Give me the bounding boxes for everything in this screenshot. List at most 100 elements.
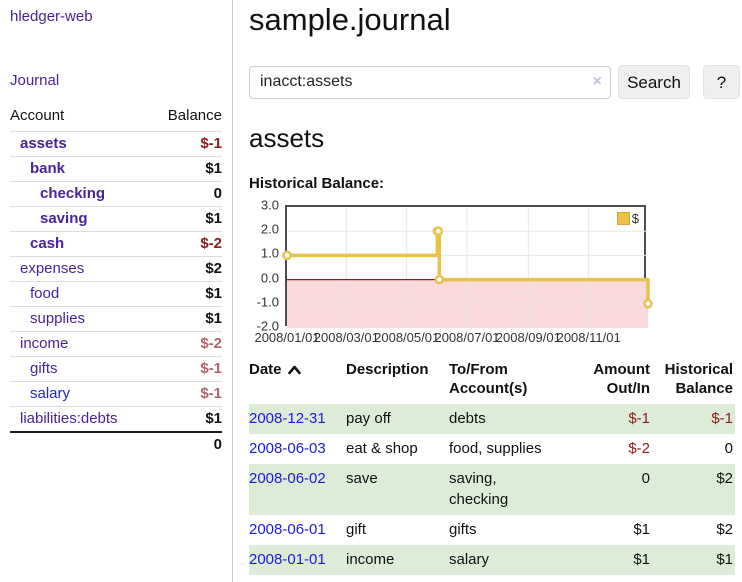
account-row: income $-2 bbox=[10, 331, 222, 357]
transaction-accounts: salary bbox=[449, 551, 490, 568]
account-row: liabilities:debts $1 bbox=[10, 406, 222, 432]
register-table: Date Description To/From Account(s) Amou… bbox=[249, 358, 735, 575]
account-row: saving $1 bbox=[10, 206, 222, 232]
account-link-salary[interactable]: salary bbox=[30, 385, 71, 402]
account-link-liabilities-debts[interactable]: liabilities:debts bbox=[20, 410, 118, 427]
accounts-total-row: 0 bbox=[10, 431, 222, 457]
transaction-accounts: saving, checking bbox=[449, 470, 509, 508]
sort-asc-icon bbox=[287, 365, 301, 375]
account-balance: $-2 bbox=[150, 231, 222, 257]
account-row: food $1 bbox=[10, 281, 222, 307]
account-link-assets[interactable]: assets bbox=[20, 135, 67, 152]
transaction-description: pay off bbox=[346, 410, 391, 427]
accounts-table: Account Balance assets $-1 bank $1 check… bbox=[10, 107, 222, 457]
transaction-accounts: gifts bbox=[449, 521, 477, 538]
transaction-date-link[interactable]: 2008-01-01 bbox=[249, 551, 326, 568]
main-content: sample.journal × Search ? assets Histori… bbox=[233, 0, 742, 582]
account-balance: $-1 bbox=[150, 381, 222, 407]
search-bar: × Search ? bbox=[249, 65, 740, 99]
transaction-balance: 0 bbox=[724, 440, 733, 457]
register-row: 2008-06-03 eat & shop food, supplies $-2… bbox=[249, 434, 735, 464]
account-balance: $1 bbox=[150, 206, 222, 232]
transaction-amount: $-2 bbox=[628, 440, 650, 457]
register-header-accounts: To/From Account(s) bbox=[449, 361, 528, 397]
transaction-date-link[interactable]: 2008-06-03 bbox=[249, 440, 326, 457]
register-header-balance: Historical Balance bbox=[664, 361, 733, 397]
transaction-accounts: food, supplies bbox=[449, 440, 542, 457]
transaction-amount: $-1 bbox=[628, 410, 650, 427]
account-balance: $-2 bbox=[150, 331, 222, 357]
account-row: checking 0 bbox=[10, 181, 222, 207]
historical-balance-chart: 3.0 2.0 1.0 0.0 -1.0 -2.0 $ 2008/01/01 2008/03… bbox=[249, 197, 740, 345]
account-row: bank $1 bbox=[10, 156, 222, 182]
account-link-supplies[interactable]: supplies bbox=[30, 310, 86, 327]
account-row: assets $-1 bbox=[10, 131, 222, 157]
sidebar-item-journal[interactable]: Journal bbox=[10, 72, 60, 89]
account-link-expenses[interactable]: expenses bbox=[20, 260, 85, 277]
account-link-checking[interactable]: checking bbox=[40, 185, 106, 202]
register-row: 2008-06-02 save saving, checking 0 $2 bbox=[249, 464, 735, 515]
legend-swatch bbox=[616, 212, 630, 225]
account-link-cash[interactable]: cash bbox=[30, 235, 65, 252]
account-balance: $-1 bbox=[150, 356, 222, 382]
account-link-gifts[interactable]: gifts bbox=[30, 360, 58, 377]
account-row: expenses $2 bbox=[10, 256, 222, 282]
search-button[interactable]: Search bbox=[618, 65, 690, 99]
account-link-income[interactable]: income bbox=[20, 335, 69, 352]
account-balance: 0 bbox=[150, 181, 222, 207]
transaction-date-link[interactable]: 2008-06-01 bbox=[249, 521, 326, 538]
accounts-total: 0 bbox=[150, 431, 222, 457]
account-balance: $1 bbox=[150, 306, 222, 332]
transaction-description: save bbox=[346, 470, 378, 487]
account-row: supplies $1 bbox=[10, 306, 222, 332]
transaction-description: income bbox=[346, 551, 395, 568]
transaction-description: eat & shop bbox=[346, 440, 418, 457]
chart-plot-area: $ bbox=[282, 205, 653, 328]
search-input[interactable] bbox=[249, 65, 611, 99]
chart-x-axis-labels: 2008/01/01 2008/03/01 2008/05/01 2008/07/01… bbox=[254, 330, 621, 345]
account-link-bank[interactable]: bank bbox=[30, 160, 66, 177]
register-row: 2008-01-01 income salary $1 $1 bbox=[249, 545, 735, 575]
account-balance: $1 bbox=[150, 406, 222, 432]
account-row: gifts $-1 bbox=[10, 356, 222, 382]
account-row: salary $-1 bbox=[10, 381, 222, 407]
account-balance: $1 bbox=[150, 156, 222, 182]
account-link-saving[interactable]: saving bbox=[40, 210, 88, 227]
brand-link[interactable]: hledger-web bbox=[10, 8, 93, 25]
accounts-header-account: Account bbox=[10, 107, 65, 124]
transaction-balance: $1 bbox=[716, 551, 733, 568]
accounts-table-header: Account Balance bbox=[10, 107, 222, 132]
account-balance: $2 bbox=[150, 256, 222, 282]
register-header-description: Description bbox=[346, 361, 429, 378]
register-header-date[interactable]: Date bbox=[249, 358, 346, 404]
chart-y-axis-labels: 3.0 2.0 1.0 0.0 -1.0 -2.0 bbox=[256, 197, 279, 334]
account-link-food[interactable]: food bbox=[30, 285, 60, 302]
register-row: 2008-06-01 gift gifts $1 $2 bbox=[249, 515, 735, 545]
legend-label: $ bbox=[631, 211, 639, 226]
sidebar: hledger-web Journal Account Balance asse… bbox=[0, 0, 233, 582]
transaction-amount: 0 bbox=[641, 470, 650, 487]
account-row: cash $-2 bbox=[10, 231, 222, 257]
transaction-date-link[interactable]: 2008-12-31 bbox=[249, 410, 326, 427]
clear-search-icon[interactable]: × bbox=[592, 72, 602, 90]
account-balance: $1 bbox=[150, 281, 222, 307]
transaction-description: gift bbox=[346, 521, 367, 538]
accounts-header-balance: Balance bbox=[167, 107, 222, 124]
chart-legend: $ bbox=[614, 210, 641, 227]
transaction-amount: $1 bbox=[633, 521, 650, 538]
register-header-amount: Amount Out/In bbox=[593, 361, 650, 397]
chart-label: Historical Balance: bbox=[249, 175, 385, 192]
account-page-title: assets bbox=[249, 123, 325, 153]
transaction-balance: $-1 bbox=[711, 410, 733, 427]
transaction-balance: $2 bbox=[716, 470, 733, 487]
page-title: sample.journal bbox=[249, 2, 451, 37]
transaction-balance: $2 bbox=[716, 521, 733, 538]
register-header-row: Date Description To/From Account(s) Amou… bbox=[249, 358, 735, 404]
transaction-accounts: debts bbox=[449, 410, 486, 427]
transaction-amount: $1 bbox=[633, 551, 650, 568]
account-balance: $-1 bbox=[150, 131, 222, 157]
transaction-date-link[interactable]: 2008-06-02 bbox=[249, 470, 326, 487]
help-button[interactable]: ? bbox=[703, 65, 740, 99]
register-row: 2008-12-31 pay off debts $-1 $-1 bbox=[249, 404, 735, 434]
